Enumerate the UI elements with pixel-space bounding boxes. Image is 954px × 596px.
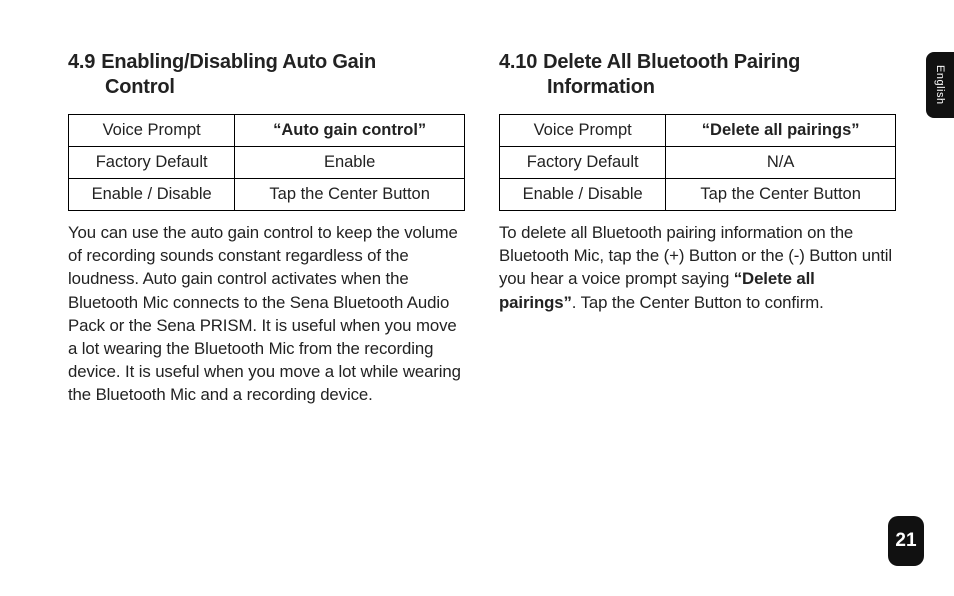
heading-text-line1: Delete All Bluetooth Pairing [543, 51, 800, 73]
heading-number: 4.10 [499, 50, 537, 75]
table-row: Enable / Disable Tap the Center Button [500, 179, 896, 211]
page-number-badge: 21 [888, 516, 924, 566]
cell-factory-default-label: Factory Default [69, 147, 235, 179]
manual-page: English 4.9 Enabling/Disabling Auto Gain … [0, 0, 954, 596]
two-column-layout: 4.9Enabling/Disabling Auto Gain Control … [68, 50, 896, 406]
heading-text-line1: Enabling/Disabling Auto Gain [101, 51, 376, 73]
heading-number: 4.9 [68, 50, 95, 75]
table-row: Factory Default N/A [500, 147, 896, 179]
heading-text-line2: Information [499, 75, 896, 100]
heading-text-line2: Control [68, 75, 465, 100]
cell-voice-prompt-value: “Delete all pairings” [666, 115, 896, 147]
table-row: Voice Prompt “Auto gain control” [69, 115, 465, 147]
section-body-left: You can use the auto gain control to kee… [68, 221, 465, 406]
cell-voice-prompt-label: Voice Prompt [69, 115, 235, 147]
cell-enable-disable-label: Enable / Disable [69, 179, 235, 211]
left-column: 4.9Enabling/Disabling Auto Gain Control … [68, 50, 465, 406]
section-heading-4-9: 4.9 Enabling/Disabling Auto Gain Control [68, 50, 465, 100]
cell-enable-disable-value: Tap the Center Button [235, 179, 465, 211]
cell-factory-default-value: Enable [235, 147, 465, 179]
cell-enable-disable-value: Tap the Center Button [666, 179, 896, 211]
right-column: 4.10 Delete All Bluetooth Pairing Informa… [499, 50, 896, 406]
cell-enable-disable-label: Enable / Disable [500, 179, 666, 211]
table-row: Enable / Disable Tap the Center Button [69, 179, 465, 211]
section-body-right: To delete all Bluetooth pairing informat… [499, 221, 896, 314]
cell-voice-prompt-value: “Auto gain control” [235, 115, 465, 147]
table-row: Voice Prompt “Delete all pairings” [500, 115, 896, 147]
cell-voice-prompt-label: Voice Prompt [500, 115, 666, 147]
body-post: . Tap the Center Button to conﬁrm. [572, 293, 824, 312]
settings-table-left: Voice Prompt “Auto gain control” Factory… [68, 114, 465, 211]
section-heading-4-10: 4.10 Delete All Bluetooth Pairing Informa… [499, 50, 896, 100]
body-pre: To delete all Bluetooth pairing informat… [499, 223, 892, 288]
language-tab: English [926, 52, 954, 118]
cell-factory-default-value: N/A [666, 147, 896, 179]
settings-table-right: Voice Prompt “Delete all pairings” Facto… [499, 114, 896, 211]
table-row: Factory Default Enable [69, 147, 465, 179]
cell-factory-default-label: Factory Default [500, 147, 666, 179]
